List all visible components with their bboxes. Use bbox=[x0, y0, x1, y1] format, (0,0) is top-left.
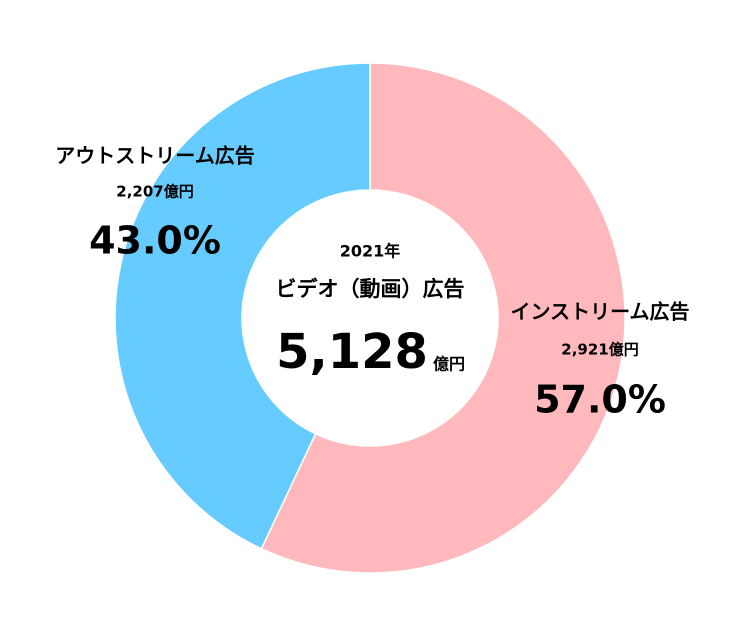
donut-segment bbox=[114, 62, 371, 550]
segment-label: アウトストリーム広告 bbox=[55, 144, 254, 168]
center-title: ビデオ（動画）広告 bbox=[276, 277, 465, 301]
segment-percent: 57.0% bbox=[534, 378, 666, 422]
center-year: 2021年 bbox=[340, 242, 401, 261]
center-total: 5,128 bbox=[276, 324, 428, 380]
segment-amount: 2,207億円 bbox=[116, 183, 193, 201]
segment-percent: 43.0% bbox=[89, 219, 221, 263]
center-unit: 億円 bbox=[433, 355, 465, 374]
segment-label: インストリーム広告 bbox=[511, 300, 690, 324]
segment-amount: 2,921億円 bbox=[561, 341, 638, 359]
donut-segment bbox=[260, 62, 626, 574]
